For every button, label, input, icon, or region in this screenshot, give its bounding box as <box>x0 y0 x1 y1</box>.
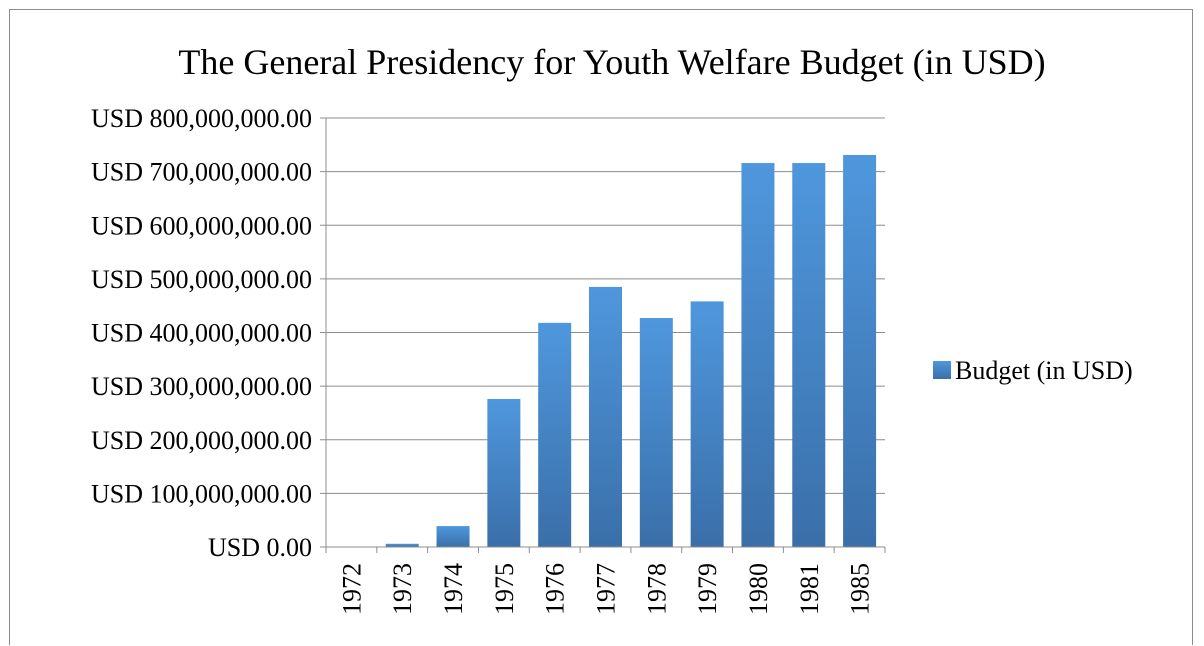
bar-1981 <box>792 163 826 548</box>
bar-1973 <box>385 543 419 547</box>
y-tick-label: USD 0.00 <box>208 533 312 562</box>
x-tick-label: 1979 <box>693 563 722 615</box>
y-tick-label: USD 500,000,000.00 <box>91 265 312 294</box>
x-tick-label: 1973 <box>388 563 417 615</box>
bar-1977 <box>589 286 622 547</box>
x-tick-label: 1974 <box>439 563 468 615</box>
bar-1980 <box>741 163 775 548</box>
legend-label: Budget (in USD) <box>955 356 1133 385</box>
y-tick-label: USD 600,000,000.00 <box>91 211 312 240</box>
y-tick-label: USD 800,000,000.00 <box>91 104 312 133</box>
x-tick-label: 1975 <box>490 563 519 615</box>
x-tick-label: 1976 <box>541 563 570 615</box>
bar-1979 <box>690 301 724 547</box>
x-tick-label: 1985 <box>846 563 875 615</box>
x-tick-label: 1972 <box>337 563 366 615</box>
bar-1975 <box>487 398 521 547</box>
axes <box>325 118 885 548</box>
x-tick-label: 1980 <box>744 563 773 615</box>
y-tick-label: USD 700,000,000.00 <box>91 158 312 187</box>
x-axis-tick-labels: 1972 1973 1974 1975 1976 1977 1978 1979 1980 1981… <box>325 547 886 615</box>
bar-1976 <box>538 322 572 547</box>
x-tick-label: 1977 <box>592 563 621 615</box>
y-tick-label: USD 100,000,000.00 <box>91 479 312 508</box>
y-tick-label: USD 300,000,000.00 <box>91 372 312 401</box>
y-axis-tick-labels: USD 0.00 USD 100,000,000.00 USD 200,000,00… <box>91 104 312 562</box>
y-tick-label: USD 200,000,000.00 <box>91 426 312 455</box>
chart-title: The General Presidency for Youth Welfare… <box>178 42 1045 82</box>
legend-swatch <box>933 361 951 379</box>
x-tick-label: 1981 <box>795 563 824 615</box>
bar-1974 <box>436 526 470 547</box>
legend: Budget (in USD) <box>933 356 1133 385</box>
x-tick-label: 1978 <box>642 563 671 615</box>
bars <box>385 155 877 548</box>
bar-1978 <box>639 318 673 547</box>
y-tick-label: USD 400,000,000.00 <box>91 319 312 348</box>
bar-1985 <box>843 155 877 547</box>
